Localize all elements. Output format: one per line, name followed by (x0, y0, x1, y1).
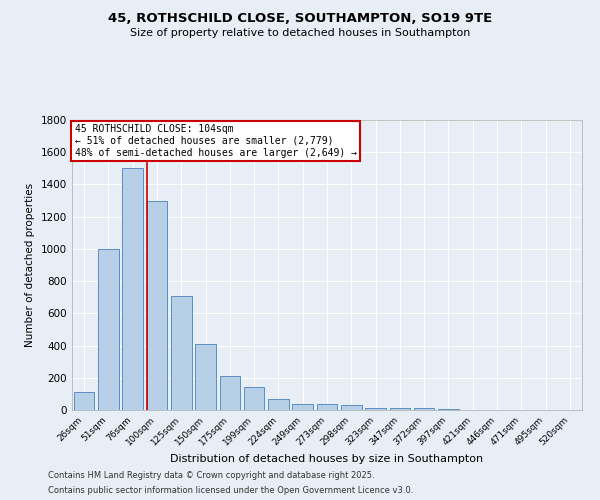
Bar (438, 409, 459, 410)
Bar (292, 404, 313, 410)
Text: 45, ROTHSCHILD CLOSE, SOUTHAMPTON, SO19 9TE: 45, ROTHSCHILD CLOSE, SOUTHAMPTON, SO19 … (108, 12, 492, 26)
Bar (195, 344, 216, 410)
Bar (122, 168, 143, 410)
Bar (389, 408, 410, 410)
Y-axis label: Number of detached properties: Number of detached properties (25, 183, 35, 347)
Bar (74, 392, 94, 410)
Bar (98, 249, 119, 410)
Bar (171, 296, 191, 410)
Bar (268, 398, 289, 410)
Bar (414, 408, 434, 410)
Bar (365, 408, 386, 410)
Bar (317, 404, 337, 410)
Text: Contains public sector information licensed under the Open Government Licence v3: Contains public sector information licen… (48, 486, 413, 495)
Text: Size of property relative to detached houses in Southampton: Size of property relative to detached ho… (130, 28, 470, 38)
Bar (341, 405, 362, 410)
X-axis label: Distribution of detached houses by size in Southampton: Distribution of detached houses by size … (170, 454, 484, 464)
Text: Contains HM Land Registry data © Crown copyright and database right 2025.: Contains HM Land Registry data © Crown c… (48, 471, 374, 480)
Bar (146, 200, 167, 410)
Bar (244, 388, 265, 410)
Bar (220, 376, 240, 410)
Text: 45 ROTHSCHILD CLOSE: 104sqm
← 51% of detached houses are smaller (2,779)
48% of : 45 ROTHSCHILD CLOSE: 104sqm ← 51% of det… (74, 124, 356, 158)
